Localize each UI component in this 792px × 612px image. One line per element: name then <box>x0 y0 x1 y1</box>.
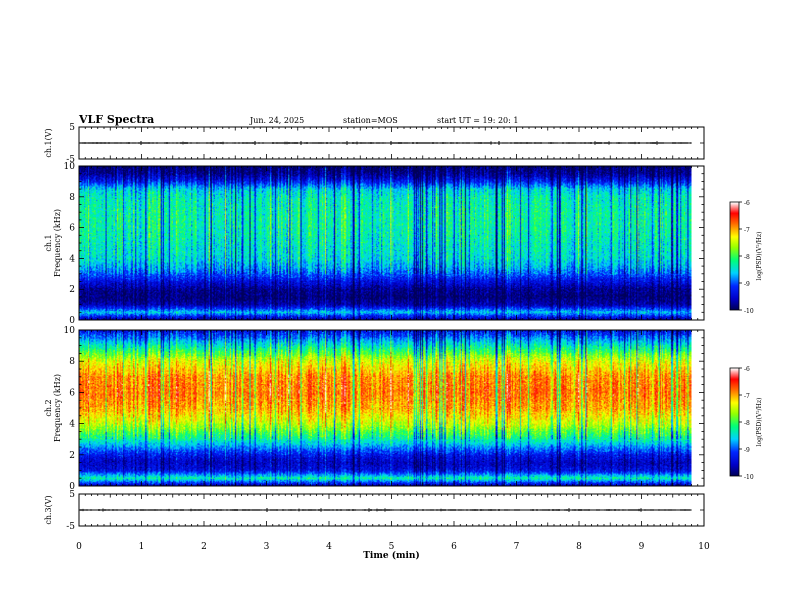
y-tick-label: 4 <box>69 254 75 264</box>
ch1-colorbar-image <box>730 202 739 310</box>
x-tick-label: 5 <box>389 542 395 552</box>
x-tick-label: 9 <box>639 542 645 552</box>
ch2-colorbar-image <box>730 368 739 476</box>
colorbar-label: log(PSD)(V²/Hz) <box>756 232 763 281</box>
colorbar-label: log(PSD)(V²/Hz) <box>756 398 763 447</box>
y-tick-label: 6 <box>69 388 75 398</box>
x-axis-label: Time (min) <box>363 550 420 561</box>
x-tick-label: 4 <box>326 542 332 552</box>
x-tick-label: 1 <box>139 542 145 552</box>
x-tick-label: 2 <box>201 542 207 552</box>
date-label: Jun. 24, 2025 <box>249 116 304 125</box>
y-tick-label: 10 <box>64 326 76 336</box>
y-tick-label: 6 <box>69 224 75 234</box>
colorbar-tick-label: -7 <box>744 227 750 234</box>
y-tick-label: -5 <box>66 155 75 165</box>
figure-title: VLF Spectra <box>78 113 154 126</box>
y-tick-label: 5 <box>69 123 75 133</box>
colorbar-tick-label: -6 <box>744 366 750 373</box>
y-tick-label: -5 <box>66 522 75 532</box>
x-tick-label: 3 <box>264 542 270 552</box>
y-axis-label: ch.1(V) <box>44 128 53 157</box>
x-tick-label: 10 <box>698 542 710 552</box>
ch2-spectrogram-image <box>79 330 692 486</box>
y-tick-label: 8 <box>69 357 75 367</box>
colorbar-tick-label: -10 <box>744 308 754 315</box>
y-axis-label: ch.2 <box>44 399 53 416</box>
y-tick-label: 2 <box>69 285 75 295</box>
y-axis-label: Frequency (kHz) <box>53 209 62 277</box>
colorbar-tick-label: -6 <box>744 200 750 207</box>
colorbar-tick-label: -9 <box>744 447 750 454</box>
x-tick-label: 7 <box>514 542 520 552</box>
axis-ticks <box>78 126 742 527</box>
ch3-waveform-trace <box>78 508 692 512</box>
y-tick-label: 0 <box>69 482 75 492</box>
x-tick-label: 8 <box>576 542 582 552</box>
x-tick-label: 0 <box>76 542 82 552</box>
y-tick-label: 8 <box>69 193 75 203</box>
colorbar-tick-label: -9 <box>744 281 750 288</box>
colorbar-tick-label: -7 <box>744 393 750 400</box>
ch1-spectrogram-image <box>79 166 692 320</box>
y-axis-label: ch.1 <box>44 234 53 251</box>
y-axis-label: ch.3(V) <box>44 495 53 524</box>
y-tick-label: 0 <box>69 316 75 326</box>
y-tick-label: 5 <box>69 490 75 500</box>
start-time-label: start UT = 19: 20: 1 <box>437 116 518 125</box>
ch1-waveform-trace <box>78 141 692 145</box>
y-tick-label: 10 <box>64 162 76 172</box>
y-axis-label: Frequency (kHz) <box>53 374 62 442</box>
colorbar-tick-label: -10 <box>744 474 754 481</box>
y-tick-label: 4 <box>69 420 75 430</box>
colorbar-tick-label: -8 <box>744 420 750 427</box>
colorbar-tick-label: -8 <box>744 254 750 261</box>
x-tick-label: 6 <box>451 542 457 552</box>
y-tick-label: 2 <box>69 451 75 461</box>
station-label: station=MOS <box>343 116 398 125</box>
